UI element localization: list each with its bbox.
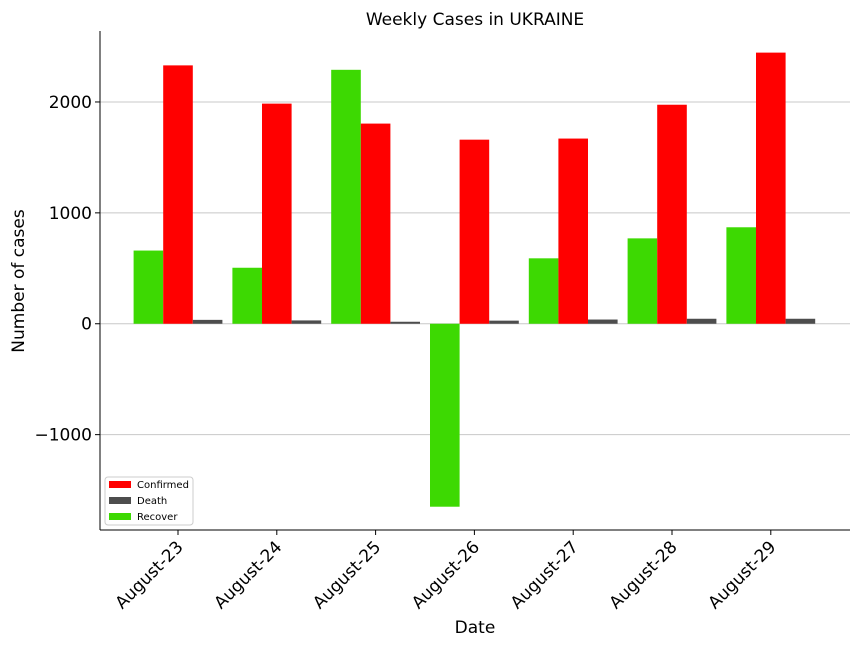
legend-label-recover: Recover <box>137 512 178 523</box>
bar-confirmed-august-27 <box>558 138 588 324</box>
x-tick-label: August-29 <box>704 537 780 613</box>
bar-recover-august-29 <box>726 227 756 324</box>
bar-recover-august-28 <box>627 238 658 324</box>
x-axis-label: Date <box>455 618 496 638</box>
x-ticks: August-23 August-24 August-25 August-26 Augu… <box>112 530 780 613</box>
bar-death-august-24 <box>291 320 322 324</box>
axes <box>99 31 850 531</box>
bar-death-august-25 <box>390 321 420 324</box>
x-tick-label: August-24 <box>210 537 286 613</box>
legend-swatch-death <box>109 497 131 504</box>
bar-recover-august-27 <box>528 258 559 324</box>
legend-swatch-confirmed <box>109 481 131 488</box>
y-tick-label: −1000 <box>34 426 92 446</box>
bar-death-august-26 <box>489 320 519 324</box>
bar-recover-august-26 <box>430 323 460 507</box>
x-tick-label: August-27 <box>507 537 583 613</box>
bar-recover-august-24 <box>232 267 262 324</box>
bar-confirmed-august-28 <box>657 104 687 324</box>
bar-confirmed-august-26 <box>459 139 490 324</box>
bar-confirmed-august-25 <box>360 123 391 324</box>
legend-swatch-recover <box>109 513 131 520</box>
bar-death-august-29 <box>785 318 816 324</box>
x-tick-label: August-23 <box>112 537 188 613</box>
chart-title: Weekly Cases in UKRAINE <box>366 10 584 30</box>
x-tick-label: August-28 <box>606 537 682 613</box>
bars <box>133 52 816 507</box>
bar-death-august-27 <box>588 319 618 324</box>
legend: Confirmed Death Recover <box>104 476 194 526</box>
bar-confirmed-august-23 <box>163 65 193 324</box>
bar-recover-august-25 <box>331 69 361 324</box>
y-axis-label: Number of cases <box>9 209 29 353</box>
y-tick-label: 0 <box>81 315 92 335</box>
bar-confirmed-august-29 <box>756 52 786 324</box>
legend-label-confirmed: Confirmed <box>137 480 189 491</box>
bar-confirmed-august-24 <box>262 103 292 324</box>
x-tick-label: August-26 <box>408 537 484 613</box>
x-tick-label: August-25 <box>309 537 385 613</box>
bar-death-august-23 <box>192 319 223 324</box>
bar-death-august-28 <box>686 318 717 324</box>
y-tick-label: 1000 <box>49 204 92 224</box>
bar-recover-august-23 <box>133 250 164 324</box>
y-ticks: −1000 0 1000 2000 <box>34 93 100 446</box>
y-tick-label: 2000 <box>49 93 92 113</box>
legend-label-death: Death <box>137 496 167 507</box>
